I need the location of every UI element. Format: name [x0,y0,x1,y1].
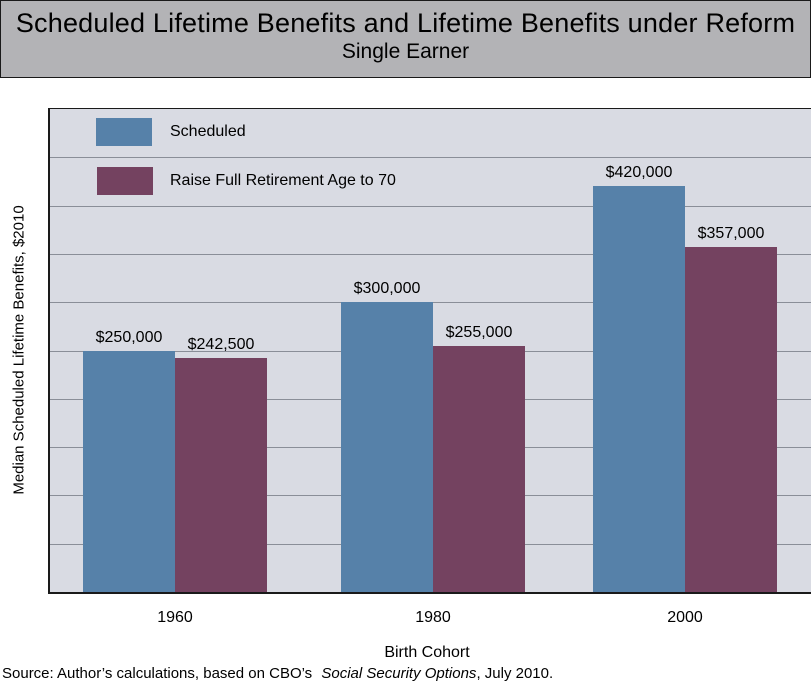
bar-1960-series-1 [175,357,267,592]
bar-value-label: $300,000 [353,280,421,298]
gridline [50,253,811,255]
legend-label-raise-fra: Raise Full Retirement Age to 70 [170,172,396,189]
bar-value-label: $420,000 [605,164,673,182]
bar-value-label: $357,000 [697,225,765,243]
gridline [50,205,811,207]
source-italic: Social Security Options [321,665,477,682]
source-prefix: Source: Author’s calculations, based on … [2,665,317,682]
source-note: Source: Author’s calculations, based on … [2,665,553,682]
title-band: Scheduled Lifetime Benefits and Lifetime… [0,0,811,78]
legend-label-scheduled: Scheduled [170,123,246,140]
x-tick-1980: 1980 [415,609,451,626]
bar-value-label: $255,000 [445,323,513,341]
bar-2000-series-0 [593,186,685,592]
plot-area: $250,000 $242,500 $300,000 $255,000 $420,000… [48,108,811,594]
plot-inner: $250,000 $242,500 $300,000 $255,000 $420,000… [50,109,811,592]
y-axis-label: Median Scheduled Lifetime Benefits, $201… [10,205,28,495]
bar-1980-series-1 [433,345,525,592]
bar-value-label: $250,000 [95,328,163,346]
bar-1980-series-0 [341,302,433,592]
source-suffix: , July 2010. [476,665,554,682]
x-tick-1960: 1960 [157,609,193,626]
legend-swatch-scheduled [96,118,152,146]
bar-value-label: $242,500 [187,335,255,353]
x-tick-2000: 2000 [667,609,703,626]
gridline [50,157,811,159]
bar-2000-series-1 [685,247,777,592]
bar-1960-series-0 [83,350,175,592]
legend-swatch-raise-fra [97,167,153,195]
chart-title: Scheduled Lifetime Benefits and Lifetime… [15,8,796,38]
x-axis-label: Birth Cohort [384,644,470,661]
chart-subtitle: Single Earner [341,40,470,63]
